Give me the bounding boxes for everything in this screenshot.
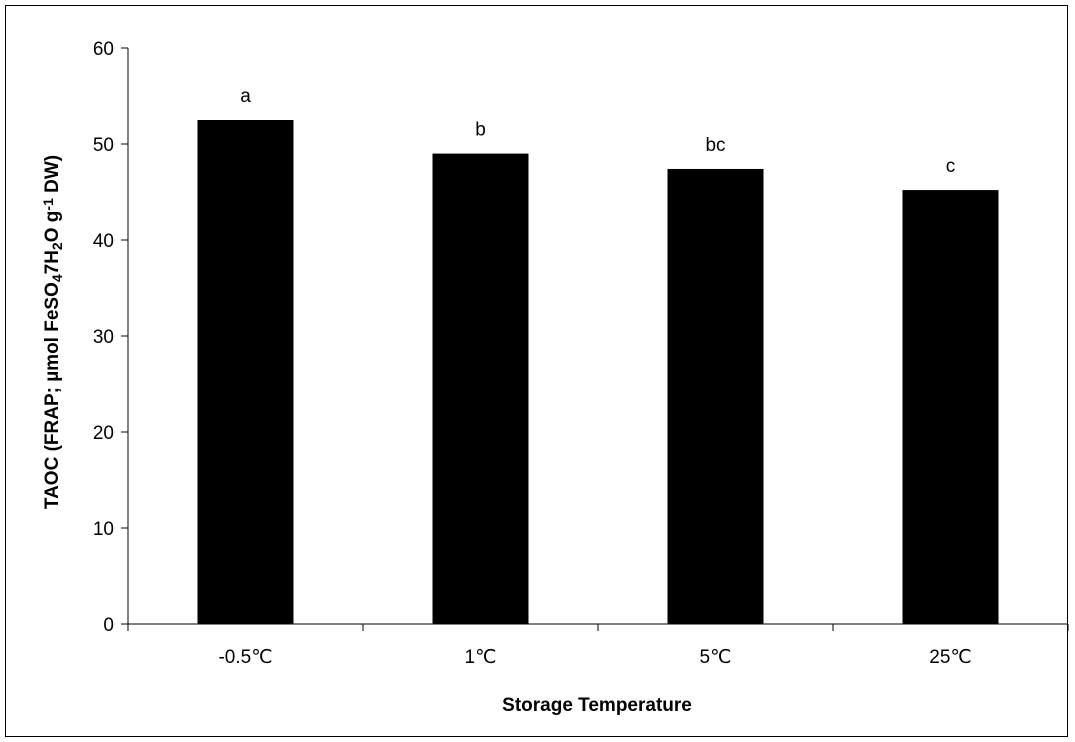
y-tick-label: 50 <box>93 135 114 156</box>
y-title-sub-1: 4 <box>49 274 65 282</box>
bar <box>667 168 764 624</box>
bars <box>197 120 999 624</box>
y-tick-label: 20 <box>93 423 114 444</box>
y-tick-label: 10 <box>93 519 114 540</box>
bar <box>902 190 999 624</box>
y-tick-label: 60 <box>93 39 114 60</box>
x-axis: -0.5℃ 1℃ 5℃ 25℃ <box>127 623 1069 668</box>
y-title-part-4: DW) <box>42 155 63 198</box>
bar-letter-label: a <box>240 86 251 107</box>
bar-letter-label: bc <box>705 135 725 156</box>
y-title-part-2: 7H <box>42 250 63 274</box>
x-tick-label: 25℃ <box>929 647 971 668</box>
y-title-part-3: O g <box>42 211 63 243</box>
y-tick-label: 0 <box>103 615 114 636</box>
y-tick-label: 30 <box>93 327 114 348</box>
bar-letter-label: c <box>946 156 956 177</box>
y-axis: 0 10 20 30 40 50 60 <box>93 39 129 636</box>
x-tick-label: -0.5℃ <box>218 647 272 668</box>
bar <box>197 120 294 624</box>
y-title-part-1: TAOC (FRAP; µmol FeSO <box>42 282 63 509</box>
y-tick-label: 40 <box>93 231 114 252</box>
bar <box>432 153 529 624</box>
y-axis-title: TAOC (FRAP; µmol FeSO47H2O g-1 DW) <box>40 155 64 509</box>
x-tick-label: 5℃ <box>700 647 732 668</box>
chart-frame <box>5 5 1068 737</box>
y-title-sub-2: 2 <box>49 242 65 250</box>
y-title-sup: -1 <box>40 198 56 211</box>
bar-labels: a b bc c <box>240 86 955 177</box>
x-tick-label: 1℃ <box>465 647 497 668</box>
x-axis-title: Storage Temperature <box>502 695 692 716</box>
bar-letter-label: b <box>475 120 486 141</box>
